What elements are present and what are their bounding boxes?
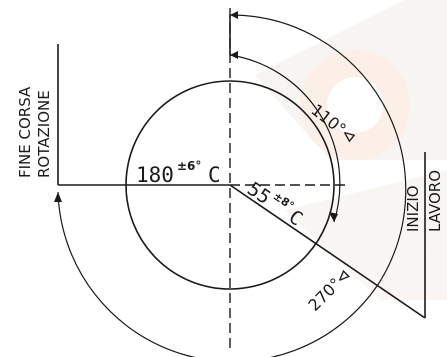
temp-180-tolerance: ±6° [177,159,201,173]
arc-110-arrow-start [230,51,238,59]
arc-270-arrow-start [230,11,238,19]
temp-55-group: 55 ±8° C [243,175,308,230]
inizio-label: INIZIO [404,185,422,232]
rotazione-label: ROTAZIONE [35,90,53,178]
temp-55-value: 55 [243,178,274,209]
angle-270-group: 270° ⊲ [304,265,354,315]
fine-corsa-label: FINE CORSA [16,86,34,178]
lavoro-label: LAVORO [426,170,444,232]
temp-180-value: 180 [136,163,174,187]
arc-270-arrow-end [54,192,62,202]
logo-watermark [255,0,447,300]
temp-180-unit: C [208,163,221,187]
